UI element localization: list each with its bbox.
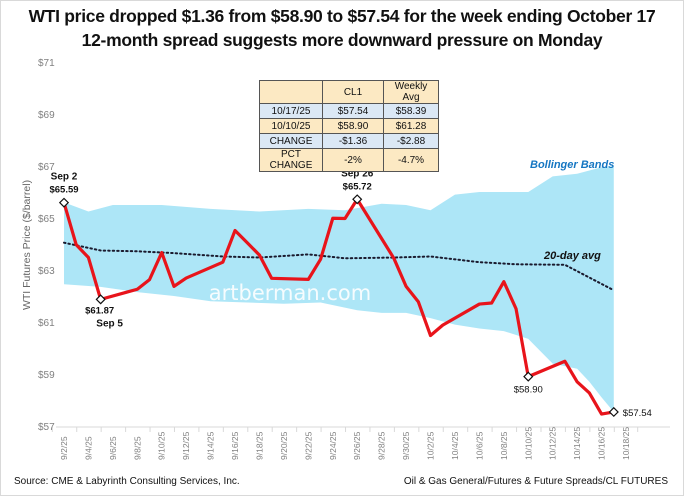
y-tick-label: $63 [38,266,55,277]
x-tick-label: 9/26/25 [352,431,362,460]
x-tick-label: 9/28/25 [377,431,387,460]
label-layer: Sep 2 $65.59 Sep 5 $61.87 Sep 26 $65.72 $58.90… [49,159,651,419]
x-tick-label: 9/30/25 [401,431,411,460]
annotation-value: $65.59 [49,185,78,196]
annotation-date: Sep 2 [51,172,78,183]
table-cell: $61.28 [383,118,439,134]
x-tick-label: 9/24/25 [328,431,338,460]
x-tick-label: 9/12/25 [181,431,191,460]
table-cell: $58.90 [322,118,384,134]
avg-line [63,241,615,292]
table-header-cell [259,80,323,104]
stats-table: CL1 Weekly Avg 10/17/25 $57.54 $58.39 10… [259,80,439,172]
x-tick-label: 9/6/25 [108,436,118,460]
table-cell: $58.39 [383,103,439,119]
annotation-date: Sep 26 [341,168,374,179]
bollinger-bands-label: Bollinger Bands [530,159,614,171]
annotation-value: $57.54 [623,408,652,419]
table-header-cell: CL1 [322,80,384,104]
y-tick-label: $67 [38,162,55,173]
data-point-marker [608,406,619,418]
source-note: Source: CME & Labyrinth Consulting Servi… [14,476,240,487]
x-tick-label: 9/14/25 [206,431,216,460]
chart-title: WTI price dropped $1.36 from $58.90 to $… [28,6,656,26]
data-point-marker [352,194,363,205]
x-tick-label: 10/14/25 [572,427,582,460]
x-tick-label: 10/18/25 [621,427,631,460]
avg-line-label: 20-day avg [543,250,601,262]
x-tick-label: 9/22/25 [303,431,313,460]
table-header-cell: Weekly Avg [383,80,439,104]
y-tick-label: $65 [38,214,55,225]
y-tick-label: $71 [38,58,55,69]
chart-subtitle: 12-month spread suggests more downward p… [81,30,603,50]
x-tick-label: 10/12/25 [548,427,558,460]
x-tick-label: 10/16/25 [597,427,607,460]
y-tick-label: $57 [38,422,55,433]
x-tick-label: 10/8/25 [499,431,509,460]
table-cell: -4.7% [383,148,439,172]
annotation-value: $61.87 [85,305,114,316]
axis-layer: 9/2/25 9/4/25 9/6/25 9/8/25 9/10/25 9/12/25 9/… [21,58,670,460]
x-tick-label: 9/4/25 [83,436,93,460]
table-cell: -2% [322,148,384,172]
bollinger-band-area [64,166,614,412]
table-cell: $57.54 [322,103,384,119]
table-cell: PCT CHANGE [259,148,323,172]
bollinger-band-layer: artberman.com [64,166,614,412]
table-cell: -$2.88 [383,133,439,149]
x-tick-label: 9/2/25 [59,436,69,460]
table-row: CHANGE -$1.36 -$2.88 [259,133,439,149]
data-point-marker [95,294,106,305]
table-row: 10/10/25 $58.90 $61.28 [259,118,439,134]
x-tick-label: 10/2/25 [426,431,436,460]
path-note: Oil & Gas General/Futures & Future Sprea… [403,476,668,487]
table-cell: CHANGE [259,133,323,149]
x-tick-label: 10/6/25 [474,431,484,460]
watermark-text: artberman.com [209,281,371,305]
x-tick-label: 9/16/25 [230,431,240,460]
y-tick-label: $69 [38,110,55,121]
x-tick-label: 10/4/25 [450,431,460,460]
x-tick-label: 9/8/25 [132,436,142,460]
x-tick-label: 9/18/25 [254,431,264,460]
x-tick-label: 9/10/25 [157,431,167,460]
avg-line-layer [63,241,615,292]
table-cell: 10/10/25 [259,118,323,134]
annotation-value: $65.72 [343,181,372,192]
price-line-layer [62,197,615,416]
price-line [62,197,615,416]
y-axis-label: WTI Futures Price ($/barrel) [21,180,33,310]
table-cell: -$1.36 [322,133,384,149]
x-tick-label: 9/20/25 [279,431,289,460]
table-row: 10/17/25 $57.54 $58.39 [259,103,439,119]
annotation-date: Sep 5 [96,318,123,329]
data-point-marker [523,371,534,382]
data-point-marker [58,197,70,208]
annotation-value: $58.90 [514,385,543,396]
table-cell: 10/17/25 [259,103,323,119]
y-tick-label: $59 [38,370,55,381]
table-header-row: CL1 Weekly Avg [259,80,439,104]
y-tick-label: $61 [38,318,55,329]
x-tick-label: 10/10/25 [523,427,533,460]
table-row: PCT CHANGE -2% -4.7% [259,148,439,172]
